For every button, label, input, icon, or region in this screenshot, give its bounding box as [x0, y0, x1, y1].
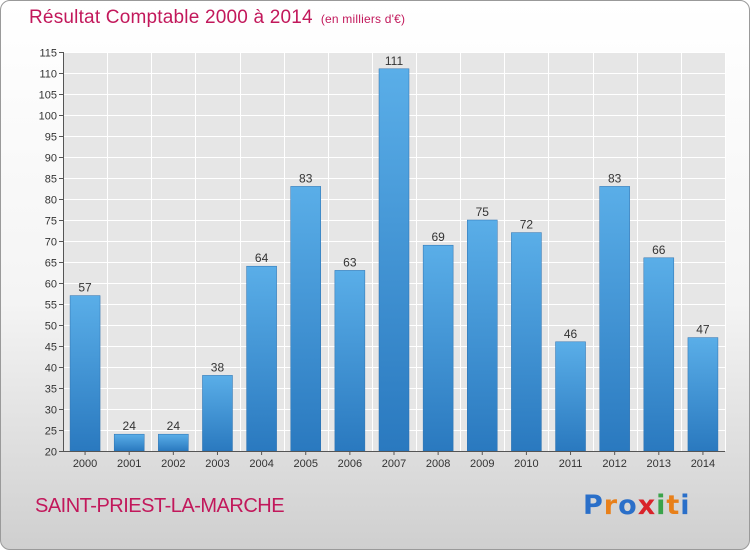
bars: 57 24 24 38 64 83 63 111 69 75 72 46 83 66 47: [69, 54, 719, 452]
y-tick-label: 95: [45, 132, 57, 144]
y-tick-label: 65: [45, 258, 57, 270]
y-tick-label: 90: [45, 153, 57, 165]
value-label-2000: 57: [78, 281, 92, 295]
y-tick-label: 45: [45, 342, 57, 354]
value-label-2009: 75: [476, 205, 490, 219]
value-label-2005: 83: [299, 171, 313, 185]
chart-unit-label: (en milliers d'€): [320, 12, 406, 26]
x-tick-label-2006: 2006: [338, 458, 362, 470]
value-label-2006: 63: [343, 255, 357, 269]
x-tick-label-2005: 2005: [293, 458, 317, 470]
value-label-2012: 83: [608, 171, 622, 185]
y-tick-label: 50: [45, 321, 57, 333]
value-label-2002: 24: [167, 419, 181, 433]
bar-2007: [378, 68, 410, 452]
bar-2005: [290, 186, 321, 452]
axes: 20 25 30 35 40 45 50 55 60 65 70 75 80 85 90 95 100 105 11…: [39, 48, 725, 470]
x-tick-label-2010: 2010: [514, 458, 538, 470]
x-tick-label-2008: 2008: [426, 458, 450, 470]
x-tick-label-2014: 2014: [691, 458, 715, 470]
bar-2011: [555, 341, 586, 452]
y-tick-label: 40: [45, 363, 57, 375]
y-tick-label: 75: [45, 216, 57, 228]
bar-2014: [687, 337, 719, 452]
logo-letter: P: [583, 490, 604, 521]
x-tick-label-2002: 2002: [161, 458, 185, 470]
bar-2004: [246, 265, 277, 452]
logo-letter: i: [656, 490, 667, 521]
logo-letter: r: [603, 490, 619, 521]
x-tick-label-2009: 2009: [470, 458, 494, 470]
bar-2000: [69, 295, 101, 452]
x-tick-label-2000: 2000: [73, 458, 97, 470]
y-tick-label: 115: [39, 48, 57, 60]
bar-2008: [422, 244, 454, 452]
y-tick-label: 85: [45, 174, 57, 186]
y-tick-label: 70: [45, 237, 57, 249]
logo-letter: o: [618, 490, 638, 521]
y-tick-label: 25: [45, 426, 57, 438]
proxiti-logo: Proxiti: [583, 490, 691, 521]
y-tick-label: 105: [39, 90, 57, 102]
y-tick-label: 80: [45, 195, 57, 207]
location-name: SAINT-PRIEST-LA-MARCHE: [35, 495, 285, 517]
value-label-2001: 24: [123, 419, 137, 433]
y-tick-label: 20: [45, 447, 57, 459]
x-tick-label-2012: 2012: [602, 458, 626, 470]
logo-letter: i: [680, 490, 691, 521]
x-tick-label-2001: 2001: [117, 458, 141, 470]
x-tick-label-2013: 2013: [647, 458, 671, 470]
chart-title: Résultat Comptable 2000 à 2014 (en millie…: [29, 7, 405, 29]
y-tick-label: 60: [45, 279, 57, 291]
logo-letter: x: [637, 490, 657, 521]
y-tick-label: 35: [45, 384, 57, 396]
bar-2010: [511, 232, 542, 452]
bar-2002: [158, 433, 189, 452]
bar-2001: [113, 433, 145, 452]
value-label-2003: 38: [211, 360, 225, 374]
value-label-2008: 69: [431, 230, 445, 244]
chart-title-text: Résultat Comptable 2000 à 2014: [29, 7, 313, 28]
bar-2013: [643, 257, 675, 452]
x-tick-label-2004: 2004: [249, 458, 273, 470]
value-label-2011: 46: [564, 327, 578, 341]
value-label-2007: 111: [385, 54, 404, 68]
bar-2009: [467, 219, 498, 452]
value-label-2010: 72: [520, 218, 534, 232]
bar-2012: [599, 186, 630, 452]
y-tick-label: 55: [45, 300, 57, 312]
bar-2006: [334, 270, 366, 452]
logo-letter: t: [666, 490, 681, 521]
x-tick-label-2007: 2007: [382, 458, 406, 470]
value-label-2004: 64: [255, 251, 269, 265]
y-tick-label: 30: [45, 405, 57, 417]
x-tick-label-2003: 2003: [205, 458, 229, 470]
value-label-2013: 66: [652, 243, 666, 257]
bar-2003: [202, 375, 233, 452]
value-label-2014: 47: [696, 323, 710, 337]
y-tick-label: 100: [39, 111, 57, 123]
x-tick-label-2011: 2011: [559, 458, 583, 470]
y-tick-label: 110: [39, 69, 57, 81]
